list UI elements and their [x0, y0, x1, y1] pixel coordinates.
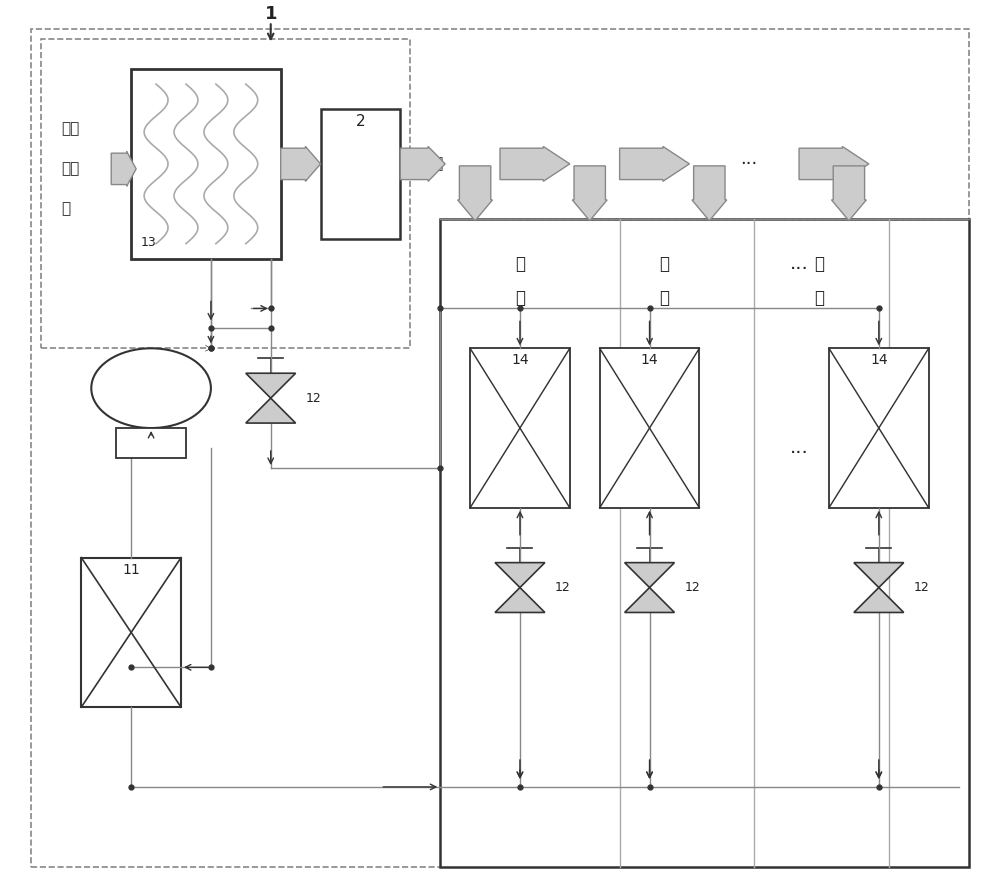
Polygon shape — [111, 152, 136, 186]
Text: 间: 间 — [659, 289, 669, 307]
Text: ...: ... — [790, 254, 808, 274]
Text: 12: 12 — [684, 581, 700, 594]
Bar — [131, 69, 281, 258]
Bar — [321, 109, 400, 239]
Text: 间: 间 — [814, 289, 824, 307]
Bar — [829, 348, 929, 508]
Text: 12: 12 — [306, 392, 321, 405]
Text: 理空: 理空 — [61, 162, 80, 177]
Text: 房: 房 — [515, 255, 525, 273]
Polygon shape — [495, 588, 545, 613]
Polygon shape — [625, 588, 674, 613]
Text: 11: 11 — [122, 563, 140, 576]
Text: 12: 12 — [555, 581, 571, 594]
Text: 12: 12 — [914, 581, 929, 594]
Text: 2: 2 — [356, 114, 365, 129]
Polygon shape — [572, 166, 607, 221]
Polygon shape — [692, 166, 727, 221]
Text: 13: 13 — [141, 235, 157, 249]
Text: 14: 14 — [870, 353, 888, 368]
Text: 待处: 待处 — [61, 122, 80, 137]
Bar — [470, 348, 570, 508]
Text: 房: 房 — [814, 255, 824, 273]
Polygon shape — [281, 147, 321, 181]
Text: ...: ... — [741, 150, 758, 168]
Text: 1: 1 — [264, 5, 277, 23]
Text: 14: 14 — [641, 353, 658, 368]
Text: 14: 14 — [511, 353, 529, 368]
Polygon shape — [854, 563, 904, 588]
Polygon shape — [799, 147, 869, 181]
Text: 送风: 送风 — [425, 156, 443, 171]
Text: 15: 15 — [142, 381, 160, 395]
Text: 房: 房 — [659, 255, 669, 273]
Polygon shape — [246, 373, 296, 398]
Bar — [41, 39, 410, 348]
Bar — [81, 558, 181, 707]
Polygon shape — [458, 166, 493, 221]
Text: 气: 气 — [61, 202, 71, 217]
Text: 间: 间 — [515, 289, 525, 307]
Polygon shape — [246, 398, 296, 423]
Polygon shape — [500, 147, 570, 181]
Polygon shape — [625, 563, 674, 588]
Bar — [600, 348, 699, 508]
Polygon shape — [831, 166, 866, 221]
Bar — [116, 428, 186, 458]
Bar — [440, 218, 969, 867]
Ellipse shape — [91, 348, 211, 428]
Polygon shape — [620, 147, 689, 181]
Polygon shape — [495, 563, 545, 588]
Polygon shape — [854, 588, 904, 613]
Text: ...: ... — [790, 439, 808, 457]
Polygon shape — [400, 147, 445, 181]
